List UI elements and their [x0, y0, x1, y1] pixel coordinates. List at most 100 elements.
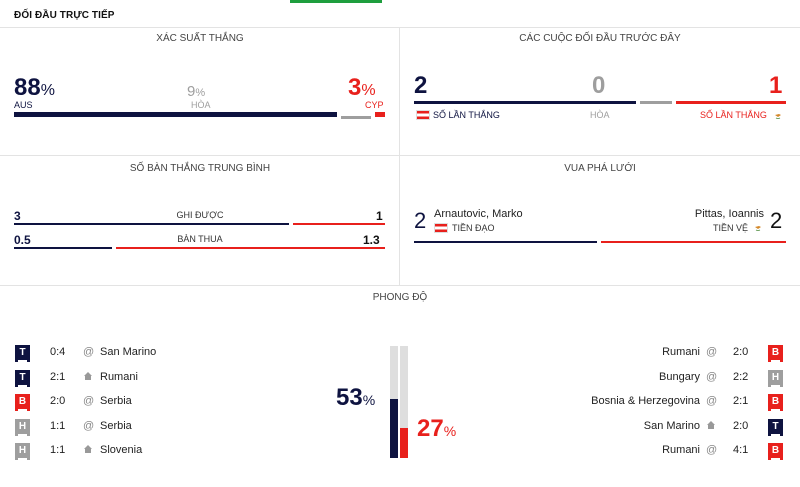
home-wins-bar [414, 101, 636, 104]
away-team-code: CYP [365, 100, 384, 110]
away-venue-icon: @ [83, 420, 95, 432]
cyprus-flag-icon [752, 223, 764, 232]
away-wins-bar [676, 101, 786, 104]
section-header: ĐỐI ĐẦU TRỰC TIẾP [14, 10, 115, 21]
result-badge: H [15, 419, 30, 436]
draws-label: HÒA [590, 110, 610, 120]
home-venue-icon [706, 420, 716, 433]
result-badge: T [15, 370, 30, 387]
away-venue-icon: @ [706, 346, 718, 358]
draw-prob: 9% [187, 83, 205, 100]
away-goals-scored: 1 [376, 209, 383, 223]
divider [0, 285, 800, 286]
result-badge: B [768, 443, 783, 460]
away-scorer-position: TIỀN VỆ [712, 223, 748, 233]
match-score: 2:2 [733, 371, 749, 383]
goals-scored-label: GHI ĐƯỢC [176, 210, 224, 220]
away-form-pct: 27% [417, 415, 456, 443]
away-wins-label: SỐ LẦN THẮNG [700, 110, 767, 120]
home-wins-count: 2 [414, 72, 428, 99]
home-goals-scored: 3 [14, 209, 21, 223]
home-scorer-position: TIỀN ĐẠO [452, 223, 495, 233]
match-score: 0:4 [50, 346, 66, 358]
cyprus-flag-icon [772, 111, 784, 120]
match-score: 2:1 [50, 371, 66, 383]
opponent-name: Rumani [662, 346, 700, 358]
match-score: 2:0 [733, 346, 749, 358]
away-goals-conceded-bar [116, 247, 385, 249]
match-score: 2:0 [50, 395, 66, 407]
away-goals-scored-bar [293, 223, 385, 225]
home-scorer-goals: 2 [414, 208, 427, 233]
avg-goals-title: SỐ BÀN THẮNG TRUNG BÌNH [129, 163, 271, 174]
win-probability-title: XÁC SUẤT THẮNG [156, 33, 244, 44]
away-win-prob: 3% [348, 74, 376, 102]
away-scorer-goals: 2 [770, 208, 783, 233]
home-goals-conceded: 0.5 [14, 233, 31, 247]
form-title: PHONG ĐỘ [372, 292, 428, 303]
away-venue-icon: @ [83, 346, 95, 358]
away-wins-count: 1 [769, 72, 783, 99]
home-venue-icon [83, 371, 93, 384]
opponent-name: San Marino [643, 420, 700, 432]
result-badge: B [768, 394, 783, 411]
home-scorer-name[interactable]: Arnautovic, Marko [434, 208, 523, 220]
away-form-pct-value: 27 [417, 415, 444, 442]
austria-flag-icon [434, 223, 448, 233]
active-tab-indicator [290, 0, 382, 3]
head-to-head-title: CÁC CUỘC ĐỐI ĐẦU TRƯỚC ĐÂY [519, 33, 681, 44]
away-form-bar-fill [400, 428, 408, 458]
opponent-name: Bungary [659, 371, 700, 383]
home-wins-label: SỐ LẦN THẮNG [433, 110, 500, 120]
pct-symbol: % [40, 82, 55, 99]
draw-label: HÒA [191, 100, 211, 110]
home-form-pct: 53% [336, 384, 375, 412]
draw-prob-bar [341, 116, 371, 119]
opponent-name: Serbia [100, 395, 132, 407]
away-scorer-name[interactable]: Pittas, Ioannis [694, 208, 764, 220]
pct-symbol: % [361, 82, 376, 99]
top-scorer-title: VUA PHÁ LƯỚI [564, 163, 636, 174]
home-win-prob: 88% [14, 74, 55, 102]
home-team-code: AUS [14, 100, 33, 110]
result-badge: T [15, 345, 30, 362]
away-venue-icon: @ [706, 395, 718, 407]
away-goals-conceded: 1.3 [363, 233, 380, 247]
match-score: 2:1 [733, 395, 749, 407]
match-score: 1:1 [50, 420, 66, 432]
away-venue-icon: @ [706, 444, 718, 456]
pct-symbol: % [362, 392, 376, 408]
match-score: 1:1 [50, 444, 66, 456]
goals-conceded-label: BÀN THUA [177, 234, 223, 244]
pct-symbol: % [195, 87, 206, 99]
center-divider [399, 28, 400, 285]
home-win-prob-bar [14, 112, 337, 117]
home-goals-scored-bar [14, 223, 289, 225]
away-venue-icon: @ [83, 395, 95, 407]
opponent-name: Slovenia [100, 444, 143, 456]
result-badge: H [15, 443, 30, 460]
draws-bar [640, 101, 672, 104]
home-form-pct-value: 53 [336, 384, 363, 411]
draws-count: 0 [592, 72, 606, 99]
home-form-bar-fill [390, 399, 398, 458]
away-win-prob-value: 3 [348, 74, 362, 101]
home-win-prob-value: 88 [14, 74, 41, 101]
result-badge: B [15, 394, 30, 411]
result-badge: H [768, 370, 783, 387]
austria-flag-icon [416, 110, 430, 120]
match-score: 4:1 [733, 444, 749, 456]
opponent-name: Bosnia & Herzegovina [591, 395, 700, 407]
pct-symbol: % [443, 423, 457, 439]
opponent-name: Rumani [100, 371, 138, 383]
home-venue-icon [83, 444, 93, 457]
divider [0, 27, 800, 28]
opponent-name: San Marino [100, 346, 157, 358]
home-scorer-bar [414, 241, 597, 243]
away-venue-icon: @ [706, 371, 718, 383]
result-badge: T [768, 419, 783, 436]
opponent-name: Serbia [100, 420, 132, 432]
away-win-prob-bar [375, 112, 385, 117]
away-scorer-bar [601, 241, 786, 243]
home-goals-conceded-bar [14, 247, 112, 249]
